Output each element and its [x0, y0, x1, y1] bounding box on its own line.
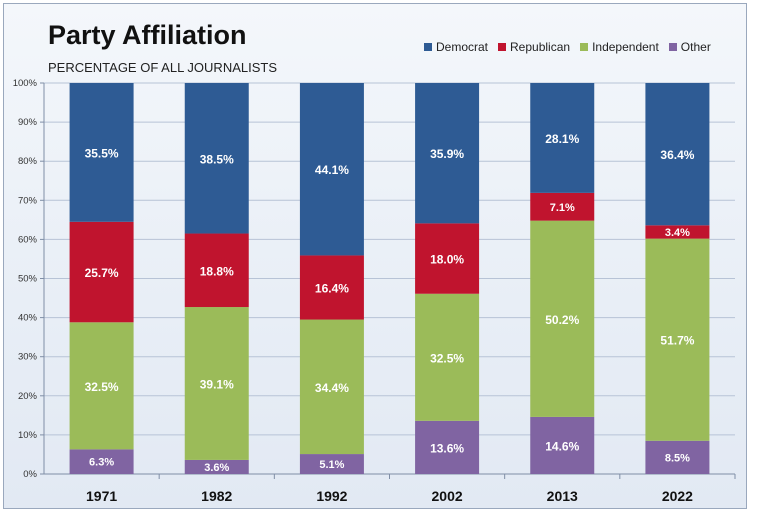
- data-label: 35.9%: [430, 147, 464, 161]
- data-label: 7.1%: [550, 202, 575, 214]
- legend-item-independent: Independent: [580, 40, 659, 54]
- legend-item-other: Other: [668, 40, 711, 54]
- bar-segment-independent: [415, 293, 480, 421]
- y-tick-label: 50%: [18, 274, 38, 285]
- bar-segment-republican: [415, 223, 480, 294]
- data-label: 6.3%: [89, 457, 114, 469]
- legend-label-independent: Independent: [592, 40, 659, 54]
- bar-segment-other: [645, 440, 710, 474]
- x-category-label: 2002: [432, 488, 463, 504]
- legend-swatch-independent: [580, 43, 589, 51]
- legend-item-democrat: Democrat: [424, 40, 488, 54]
- data-label: 3.4%: [665, 227, 690, 239]
- x-category-label: 1971: [86, 488, 117, 504]
- bar-segment-republican: [645, 225, 710, 239]
- bar-segment-republican: [69, 221, 134, 323]
- data-label: 35.5%: [85, 146, 119, 160]
- data-label: 51.7%: [660, 334, 694, 348]
- data-label: 38.5%: [200, 152, 234, 166]
- legend-label-republican: Republican: [510, 40, 571, 54]
- legend-item-republican: Republican: [498, 40, 570, 54]
- bar-segment-independent: [69, 322, 134, 450]
- bar-segment-independent: [645, 238, 710, 441]
- data-label: 34.4%: [315, 381, 349, 395]
- x-category-label: 2013: [547, 488, 578, 504]
- bar-segment-democrat: [415, 83, 480, 224]
- y-tick-label: 80%: [18, 156, 38, 167]
- bar-segment-independent: [184, 307, 249, 460]
- bar-segment-other: [530, 416, 595, 474]
- data-label: 16.4%: [315, 281, 349, 295]
- y-tick-label: 30%: [18, 352, 38, 363]
- bar-segment-independent: [530, 220, 595, 417]
- bar-segment-democrat: [645, 83, 710, 226]
- x-category-label: 2022: [662, 488, 693, 504]
- bar-segment-other: [184, 459, 249, 474]
- bar-segment-democrat: [184, 83, 249, 234]
- legend-swatch-other: [668, 43, 677, 51]
- data-label: 36.4%: [660, 148, 694, 162]
- x-category-label: 1992: [316, 488, 347, 504]
- bar-segment-democrat: [530, 83, 595, 193]
- bar-segment-other: [415, 420, 480, 474]
- bar-segment-republican: [184, 233, 249, 308]
- chart-subtitle: PERCENTAGE OF ALL JOURNALISTS: [48, 60, 277, 75]
- legend-swatch-democrat: [424, 43, 432, 51]
- data-label: 50.2%: [545, 313, 579, 327]
- y-tick-label: 100%: [13, 78, 38, 89]
- y-tick-label: 60%: [18, 234, 38, 245]
- data-label: 3.6%: [204, 462, 229, 474]
- y-tick-label: 40%: [18, 313, 38, 324]
- y-tick-label: 0%: [23, 469, 37, 480]
- data-label: 8.5%: [665, 452, 690, 464]
- bar-segment-republican: [530, 192, 595, 221]
- data-label: 44.1%: [315, 163, 349, 177]
- data-label: 13.6%: [430, 441, 464, 455]
- data-label: 18.8%: [200, 264, 234, 278]
- data-label: 32.5%: [430, 351, 464, 365]
- y-tick-label: 90%: [18, 117, 38, 128]
- y-tick-label: 10%: [18, 430, 38, 441]
- y-tick-label: 20%: [18, 391, 38, 402]
- bar-segment-democrat: [299, 83, 364, 256]
- data-label: 5.1%: [319, 459, 344, 471]
- data-label: 14.6%: [545, 439, 579, 453]
- data-label: 18.0%: [430, 253, 464, 267]
- bar-segment-other: [69, 449, 134, 474]
- chart-title: Party Affiliation: [48, 20, 247, 50]
- y-tick-label: 70%: [18, 195, 38, 206]
- data-label: 25.7%: [85, 266, 119, 280]
- bar-segment-other: [299, 454, 364, 474]
- data-label: 32.5%: [85, 380, 119, 394]
- data-label: 39.1%: [200, 377, 234, 391]
- bar-segment-democrat: [69, 83, 134, 222]
- data-label: 28.1%: [545, 132, 579, 146]
- x-category-label: 1982: [201, 488, 232, 504]
- bar-segment-republican: [299, 255, 364, 320]
- chart-legend: Democrat Republican Independent Other: [424, 40, 711, 54]
- legend-swatch-republican: [498, 43, 507, 51]
- legend-label-democrat: Democrat: [436, 40, 489, 54]
- bar-segment-independent: [299, 319, 364, 455]
- legend-label-other: Other: [680, 40, 711, 54]
